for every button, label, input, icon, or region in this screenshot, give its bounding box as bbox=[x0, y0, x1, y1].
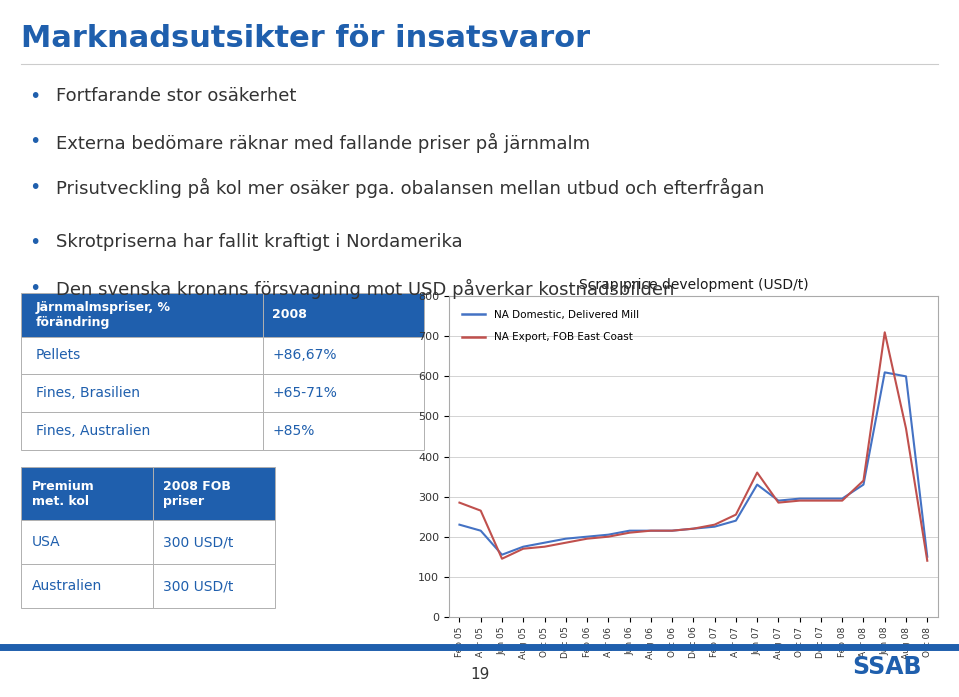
NA Export, FOB East Coast bbox=[879, 328, 891, 337]
Text: Fines, Australien: Fines, Australien bbox=[35, 424, 150, 438]
NA Export, FOB East Coast bbox=[857, 477, 869, 485]
Text: Den svenska kronans försvagning mot USD påverkar kostnadsbilden: Den svenska kronans försvagning mot USD … bbox=[56, 279, 674, 299]
NA Domestic, Delivered Mill bbox=[667, 526, 678, 535]
Text: Skrotpriserna har fallit kraftigt i Nordamerika: Skrotpriserna har fallit kraftigt i Nord… bbox=[56, 233, 462, 252]
Text: 2008: 2008 bbox=[272, 308, 307, 321]
Line: NA Export, FOB East Coast: NA Export, FOB East Coast bbox=[459, 332, 927, 560]
Text: Prisutveckling på kol mer osäker pga. obalansen mellan utbud och efterfrågan: Prisutveckling på kol mer osäker pga. ob… bbox=[56, 178, 764, 198]
NA Export, FOB East Coast bbox=[752, 468, 763, 477]
NA Export, FOB East Coast bbox=[645, 526, 657, 535]
Text: 19: 19 bbox=[470, 666, 489, 682]
NA Export, FOB East Coast bbox=[602, 533, 614, 541]
FancyBboxPatch shape bbox=[21, 467, 153, 520]
FancyBboxPatch shape bbox=[21, 293, 263, 337]
NA Domestic, Delivered Mill bbox=[836, 494, 848, 503]
NA Export, FOB East Coast bbox=[794, 496, 806, 505]
Text: •: • bbox=[29, 132, 40, 151]
Text: Marknadsutsikter för insatsvaror: Marknadsutsikter för insatsvaror bbox=[21, 24, 590, 54]
Text: +65-71%: +65-71% bbox=[272, 386, 338, 400]
NA Export, FOB East Coast bbox=[688, 524, 699, 533]
Text: 300 USD/t: 300 USD/t bbox=[163, 535, 233, 549]
Text: •: • bbox=[29, 87, 40, 106]
NA Export, FOB East Coast bbox=[623, 528, 635, 537]
FancyBboxPatch shape bbox=[153, 520, 275, 565]
NA Domestic, Delivered Mill bbox=[922, 553, 933, 561]
Legend: NA Domestic, Delivered Mill, NA Export, FOB East Coast: NA Domestic, Delivered Mill, NA Export, … bbox=[454, 301, 647, 351]
FancyBboxPatch shape bbox=[263, 293, 424, 337]
Text: +85%: +85% bbox=[272, 424, 315, 438]
FancyBboxPatch shape bbox=[21, 374, 263, 412]
FancyBboxPatch shape bbox=[263, 374, 424, 412]
NA Export, FOB East Coast bbox=[475, 507, 486, 515]
NA Domestic, Delivered Mill bbox=[560, 535, 572, 543]
Text: Premium
met. kol: Premium met. kol bbox=[32, 480, 94, 507]
NA Domestic, Delivered Mill bbox=[752, 480, 763, 489]
NA Export, FOB East Coast bbox=[560, 539, 572, 547]
NA Domestic, Delivered Mill bbox=[901, 372, 912, 381]
Text: Fortfarande stor osäkerhet: Fortfarande stor osäkerhet bbox=[56, 87, 296, 105]
Line: NA Domestic, Delivered Mill: NA Domestic, Delivered Mill bbox=[459, 372, 927, 557]
Text: Externa bedömare räknar med fallande priser på järnmalm: Externa bedömare räknar med fallande pri… bbox=[56, 132, 590, 153]
NA Export, FOB East Coast bbox=[496, 555, 507, 563]
NA Export, FOB East Coast bbox=[815, 496, 827, 505]
Title: Scrap price development (USD/t): Scrap price development (USD/t) bbox=[578, 278, 808, 292]
NA Export, FOB East Coast bbox=[581, 535, 593, 543]
NA Domestic, Delivered Mill bbox=[688, 524, 699, 533]
NA Domestic, Delivered Mill bbox=[773, 496, 784, 505]
Text: •: • bbox=[29, 233, 40, 252]
NA Domestic, Delivered Mill bbox=[623, 526, 635, 535]
FancyBboxPatch shape bbox=[153, 565, 275, 608]
NA Domestic, Delivered Mill bbox=[857, 480, 869, 489]
NA Export, FOB East Coast bbox=[539, 542, 550, 551]
NA Domestic, Delivered Mill bbox=[645, 526, 657, 535]
NA Domestic, Delivered Mill bbox=[879, 368, 891, 376]
NA Export, FOB East Coast bbox=[773, 498, 784, 507]
FancyBboxPatch shape bbox=[263, 337, 424, 374]
NA Domestic, Delivered Mill bbox=[539, 539, 550, 547]
NA Domestic, Delivered Mill bbox=[602, 530, 614, 539]
NA Domestic, Delivered Mill bbox=[454, 521, 465, 529]
NA Domestic, Delivered Mill bbox=[496, 551, 507, 559]
Text: •: • bbox=[29, 279, 40, 298]
NA Export, FOB East Coast bbox=[518, 544, 529, 553]
NA Export, FOB East Coast bbox=[667, 526, 678, 535]
NA Export, FOB East Coast bbox=[454, 498, 465, 507]
NA Export, FOB East Coast bbox=[901, 424, 912, 433]
FancyBboxPatch shape bbox=[21, 520, 153, 565]
NA Domestic, Delivered Mill bbox=[581, 533, 593, 541]
FancyBboxPatch shape bbox=[21, 412, 263, 450]
NA Domestic, Delivered Mill bbox=[518, 542, 529, 551]
FancyBboxPatch shape bbox=[21, 337, 263, 374]
Text: +86,67%: +86,67% bbox=[272, 348, 337, 362]
Text: Pellets: Pellets bbox=[35, 348, 81, 362]
FancyBboxPatch shape bbox=[153, 467, 275, 520]
NA Domestic, Delivered Mill bbox=[730, 516, 741, 525]
NA Export, FOB East Coast bbox=[730, 510, 741, 519]
NA Export, FOB East Coast bbox=[709, 521, 720, 529]
FancyBboxPatch shape bbox=[21, 565, 153, 608]
Text: Australien: Australien bbox=[32, 579, 102, 593]
Text: Järnmalmspriser, %
förändring: Järnmalmspriser, % förändring bbox=[35, 300, 171, 329]
NA Domestic, Delivered Mill bbox=[475, 526, 486, 535]
Text: •: • bbox=[29, 178, 40, 197]
Text: SSAB: SSAB bbox=[853, 655, 922, 680]
Text: Fines, Brasilien: Fines, Brasilien bbox=[35, 386, 140, 400]
NA Domestic, Delivered Mill bbox=[709, 523, 720, 531]
NA Domestic, Delivered Mill bbox=[815, 494, 827, 503]
FancyBboxPatch shape bbox=[263, 412, 424, 450]
NA Export, FOB East Coast bbox=[922, 556, 933, 565]
NA Domestic, Delivered Mill bbox=[794, 494, 806, 503]
Text: USA: USA bbox=[32, 535, 60, 549]
Text: 300 USD/t: 300 USD/t bbox=[163, 579, 233, 593]
Text: 2008 FOB
priser: 2008 FOB priser bbox=[163, 480, 231, 507]
NA Export, FOB East Coast bbox=[836, 496, 848, 505]
